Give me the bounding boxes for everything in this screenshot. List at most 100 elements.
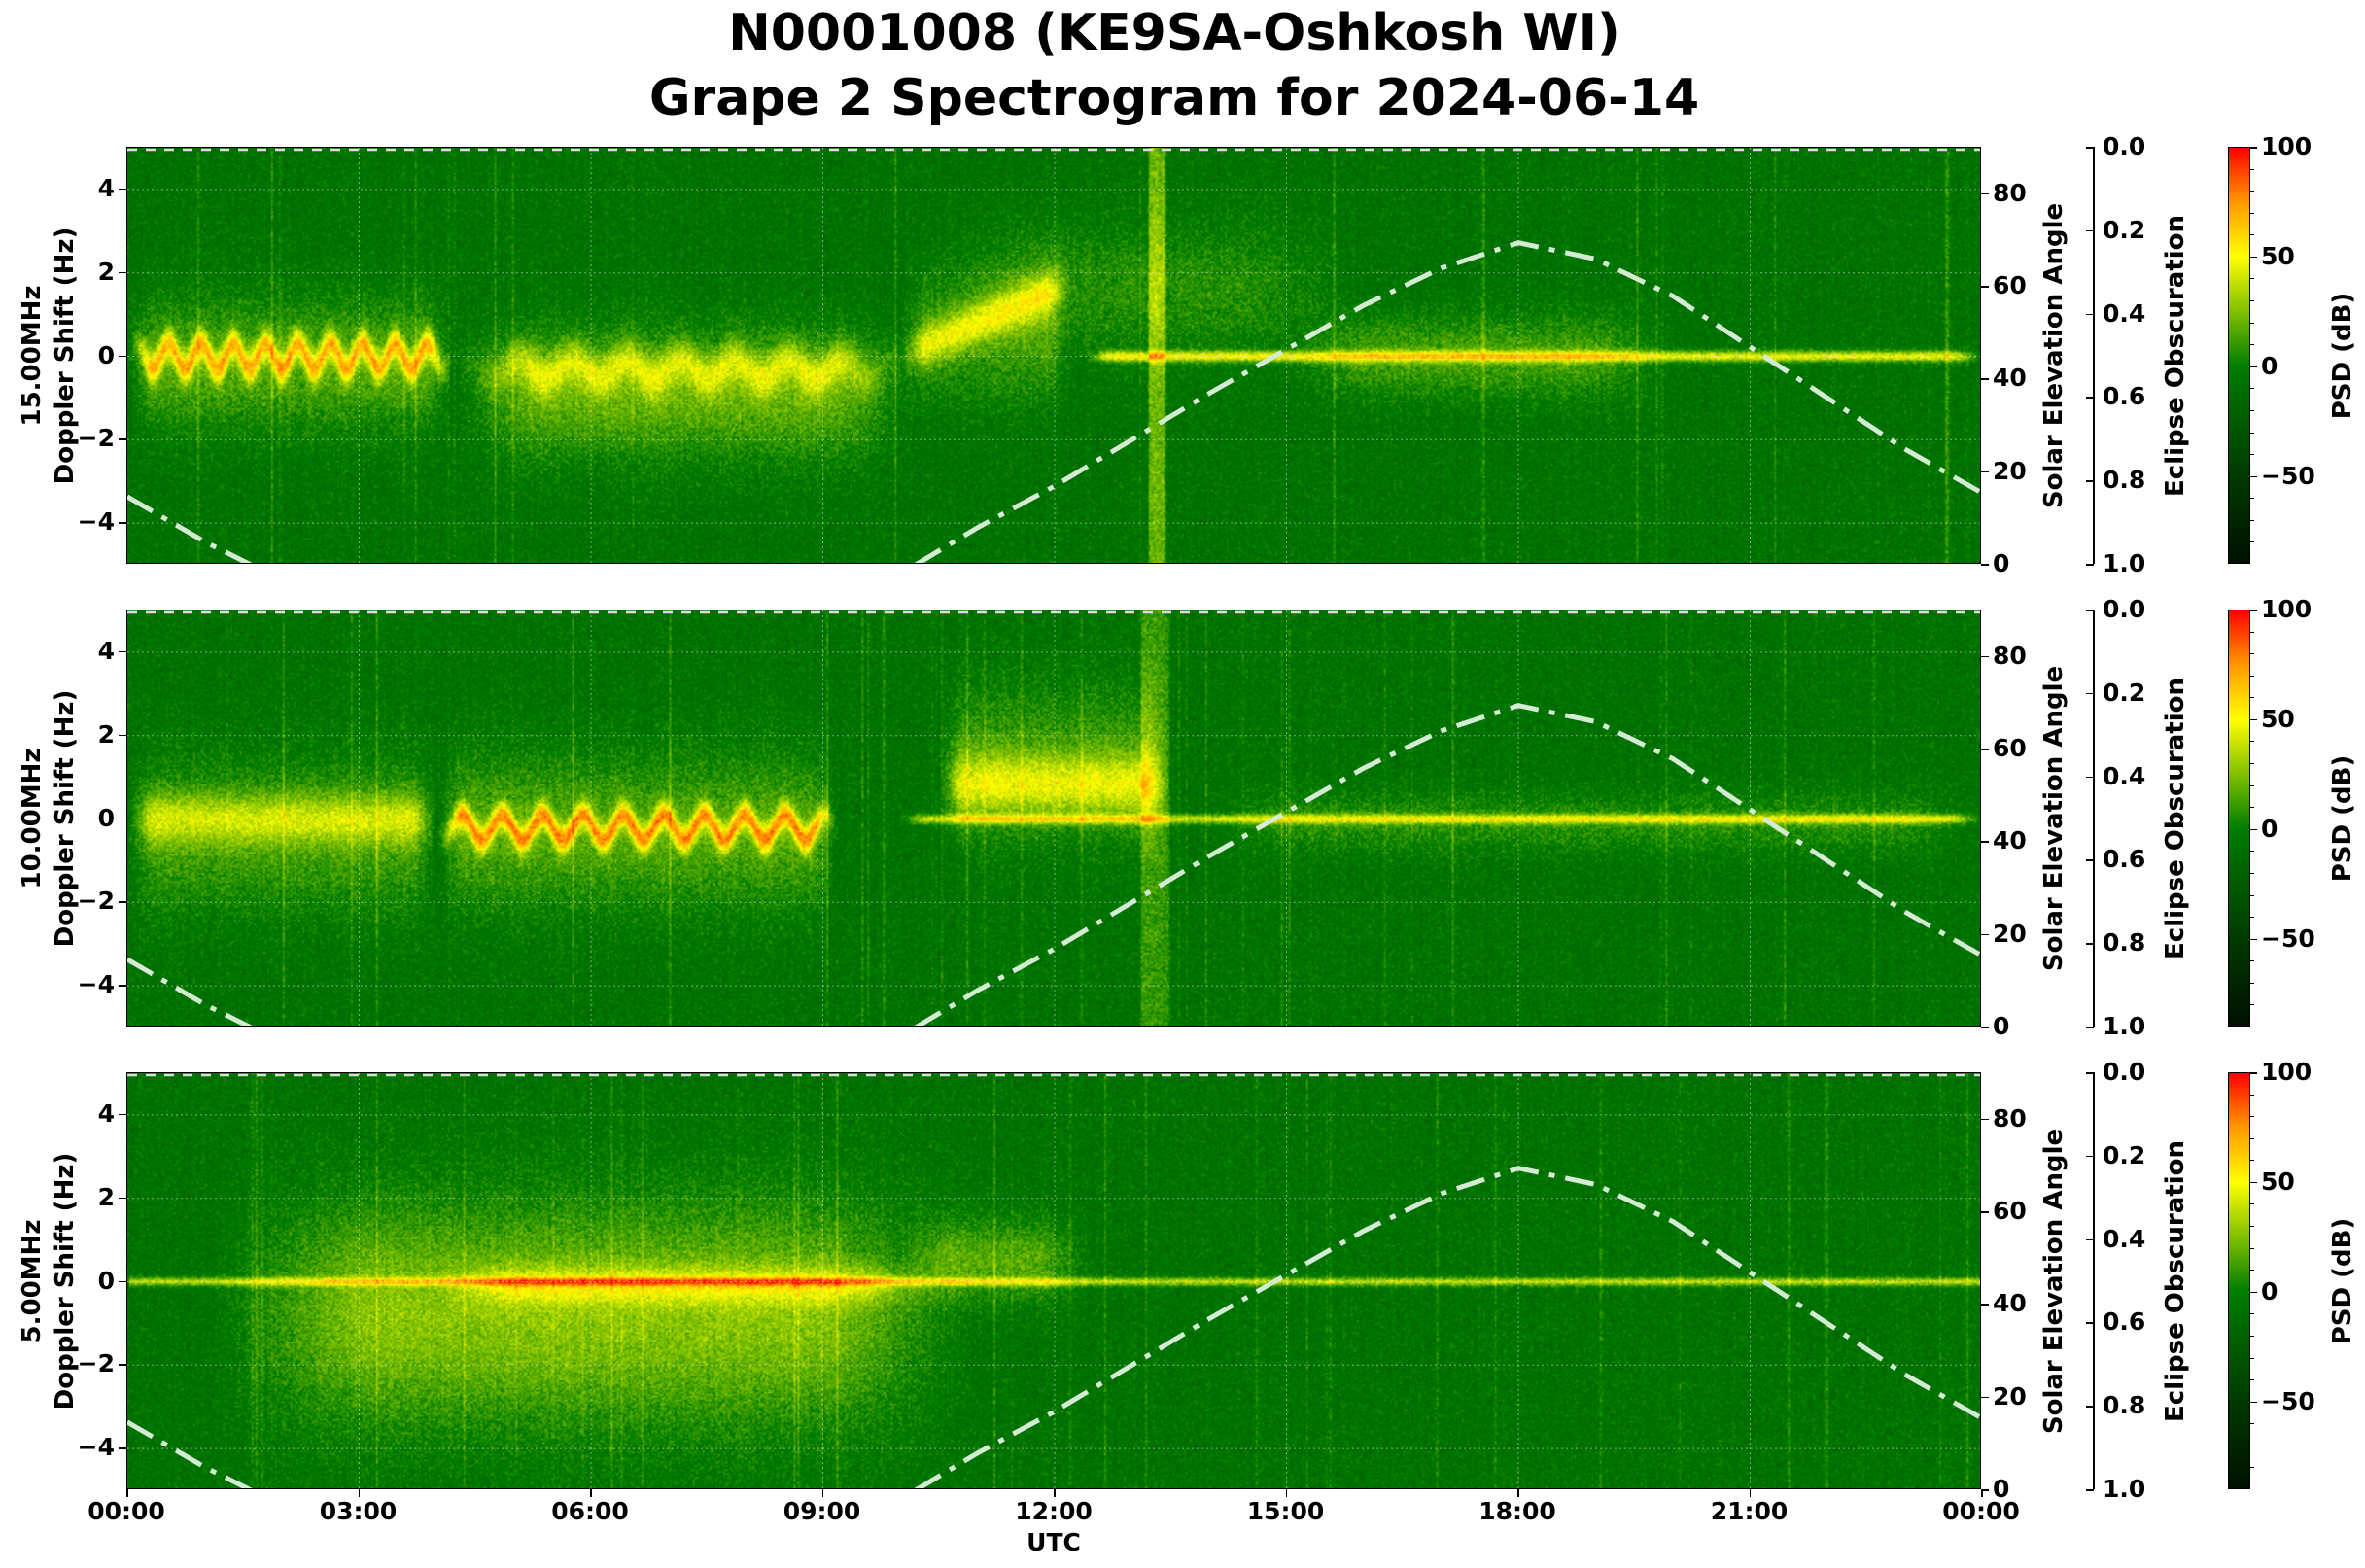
colorbar-minor-tick bbox=[2250, 1226, 2254, 1227]
colorbar-tick-label: 100 bbox=[2261, 132, 2312, 160]
colorbar-tick-label: 0 bbox=[2261, 1277, 2278, 1306]
x-axis-label: UTC bbox=[1015, 1528, 1093, 1556]
colorbar-tick-mark bbox=[2250, 610, 2257, 611]
colorbar-minor-tick bbox=[2250, 1313, 2254, 1314]
colorbar-minor-tick bbox=[2250, 873, 2254, 874]
spectrogram-panel-1 bbox=[126, 147, 1981, 564]
y-tick-mark bbox=[119, 1114, 126, 1116]
colorbar-minor-tick bbox=[2250, 1203, 2254, 1204]
colorbar-minor-tick bbox=[2250, 1160, 2254, 1161]
obscuration-tick-label: 0.4 bbox=[2103, 299, 2145, 328]
colorbar-minor-tick bbox=[2250, 807, 2254, 808]
obscuration-tick-mark bbox=[2086, 314, 2094, 316]
colorbar-minor-tick bbox=[2250, 234, 2254, 235]
overlay bbox=[127, 610, 1981, 1027]
colorbar-minor-tick bbox=[2250, 323, 2254, 324]
colorbar-minor-tick bbox=[2250, 917, 2254, 918]
x-tick-mark bbox=[1981, 1489, 1983, 1497]
elevation-tick-label: 20 bbox=[1993, 920, 2027, 948]
colorbar-tick-label: 0 bbox=[2261, 815, 2278, 843]
elevation-axis-label: Solar Elevation Angle bbox=[2037, 665, 2070, 970]
obscuration-tick-label: 1.0 bbox=[2103, 549, 2145, 577]
colorbar-minor-tick bbox=[2250, 1358, 2254, 1359]
obscuration-tick-mark bbox=[2086, 693, 2094, 695]
obscuration-tick-mark bbox=[2086, 564, 2094, 566]
y-tick-label: 2 bbox=[98, 1183, 115, 1211]
elevation-tick-mark bbox=[1981, 1397, 1989, 1399]
chart-title-line1: N0001008 (KE9SA-Oshkosh WI) bbox=[0, 4, 2348, 62]
elevation-tick-label: 20 bbox=[1993, 1382, 2027, 1411]
colorbar-minor-tick bbox=[2250, 410, 2254, 411]
y-tick-mark bbox=[119, 1198, 126, 1200]
x-tick-label: 15:00 bbox=[1243, 1497, 1329, 1525]
elevation-tick-mark bbox=[1981, 471, 1989, 473]
x-tick-label: 18:00 bbox=[1475, 1497, 1560, 1525]
obscuration-tick-mark bbox=[2086, 1239, 2094, 1241]
colorbar-minor-tick bbox=[2250, 697, 2254, 698]
doppler-axis-label: Doppler Shift (Hz) bbox=[49, 689, 82, 947]
colorbar-tick-label: 0 bbox=[2261, 352, 2278, 380]
x-tick-label: 00:00 bbox=[1938, 1497, 2024, 1525]
colorbar-tick-label: 50 bbox=[2261, 242, 2295, 270]
obscuration-tick-label: 0.2 bbox=[2103, 216, 2145, 244]
elevation-tick-mark bbox=[1981, 1027, 1989, 1028]
elevation-tick-mark bbox=[1981, 749, 1989, 750]
colorbar-minor-tick bbox=[2250, 388, 2254, 389]
solar-elevation-curve bbox=[916, 1168, 1981, 1489]
y-tick-mark bbox=[119, 735, 126, 737]
colorbar-tick-mark bbox=[2250, 1072, 2257, 1074]
colorbar-minor-tick bbox=[2250, 785, 2254, 786]
colorbar-minor-tick bbox=[2250, 300, 2254, 301]
obscuration-tick-label: 1.0 bbox=[2103, 1012, 2145, 1040]
y-tick-label: 2 bbox=[98, 720, 115, 749]
colorbar-minor-tick bbox=[2250, 520, 2254, 521]
obscuration-tick-label: 0.4 bbox=[2103, 762, 2145, 790]
colorbar-minor-tick bbox=[2250, 1095, 2254, 1096]
frequency-label: 5.00MHz bbox=[16, 1152, 49, 1410]
obscuration-tick-label: 0.8 bbox=[2103, 466, 2145, 494]
obscuration-tick-label: 0.2 bbox=[2103, 679, 2145, 707]
elevation-axis-label: Solar Elevation Angle bbox=[2037, 1128, 2070, 1433]
colorbar-minor-tick bbox=[2250, 278, 2254, 279]
obscuration-tick-mark bbox=[2086, 777, 2094, 779]
x-tick-mark bbox=[1517, 1489, 1519, 1497]
colorbar-minor-tick bbox=[2250, 1004, 2254, 1005]
colorbar-minor-tick bbox=[2250, 191, 2254, 192]
obscuration-tick-mark bbox=[2086, 147, 2094, 149]
y-tick-label: −4 bbox=[78, 507, 115, 536]
y-tick-mark bbox=[119, 356, 126, 358]
colorbar-tick-mark bbox=[2250, 1182, 2257, 1184]
elevation-tick-label: 40 bbox=[1993, 364, 2027, 392]
colorbar-tick-mark bbox=[2250, 939, 2257, 941]
x-tick-mark bbox=[1054, 1489, 1056, 1497]
obscuration-axis-line bbox=[2093, 147, 2095, 564]
elevation-tick-label: 0 bbox=[1993, 1012, 2009, 1040]
overlay bbox=[127, 1073, 1981, 1489]
colorbar-minor-tick bbox=[2250, 541, 2254, 542]
obscuration-tick-mark bbox=[2086, 230, 2094, 232]
y-tick-label: 4 bbox=[98, 1099, 115, 1128]
y-tick-label: 0 bbox=[98, 1267, 115, 1295]
x-tick-label: 06:00 bbox=[547, 1497, 633, 1525]
obscuration-tick-label: 0.0 bbox=[2103, 132, 2145, 160]
obscuration-tick-label: 0.6 bbox=[2103, 845, 2145, 873]
colorbar bbox=[2228, 1072, 2250, 1489]
y-axis-label: 5.00MHz Doppler Shift (Hz) bbox=[16, 1152, 82, 1410]
obscuration-tick-label: 0.0 bbox=[2103, 1058, 2145, 1086]
obscuration-tick-mark bbox=[2086, 1072, 2094, 1074]
colorbar-minor-tick bbox=[2250, 763, 2254, 764]
y-tick-mark bbox=[119, 985, 126, 987]
colorbar-tick-mark bbox=[2250, 257, 2257, 259]
y-tick-label: 2 bbox=[98, 258, 115, 286]
obscuration-axis-label: Eclipse Obscuration bbox=[2159, 215, 2192, 497]
colorbar-tick-mark bbox=[2250, 476, 2257, 478]
colorbar-tick-mark bbox=[2250, 719, 2257, 721]
spectrogram-panel-2 bbox=[126, 610, 1981, 1027]
elevation-tick-label: 20 bbox=[1993, 457, 2027, 485]
doppler-axis-label: Doppler Shift (Hz) bbox=[49, 1152, 82, 1410]
elevation-tick-mark bbox=[1981, 378, 1989, 380]
obscuration-tick-mark bbox=[2086, 1322, 2094, 1324]
colorbar-tick-label: 50 bbox=[2261, 1167, 2295, 1196]
x-tick-label: 00:00 bbox=[84, 1497, 169, 1525]
obscuration-axis-label: Eclipse Obscuration bbox=[2159, 1140, 2192, 1422]
